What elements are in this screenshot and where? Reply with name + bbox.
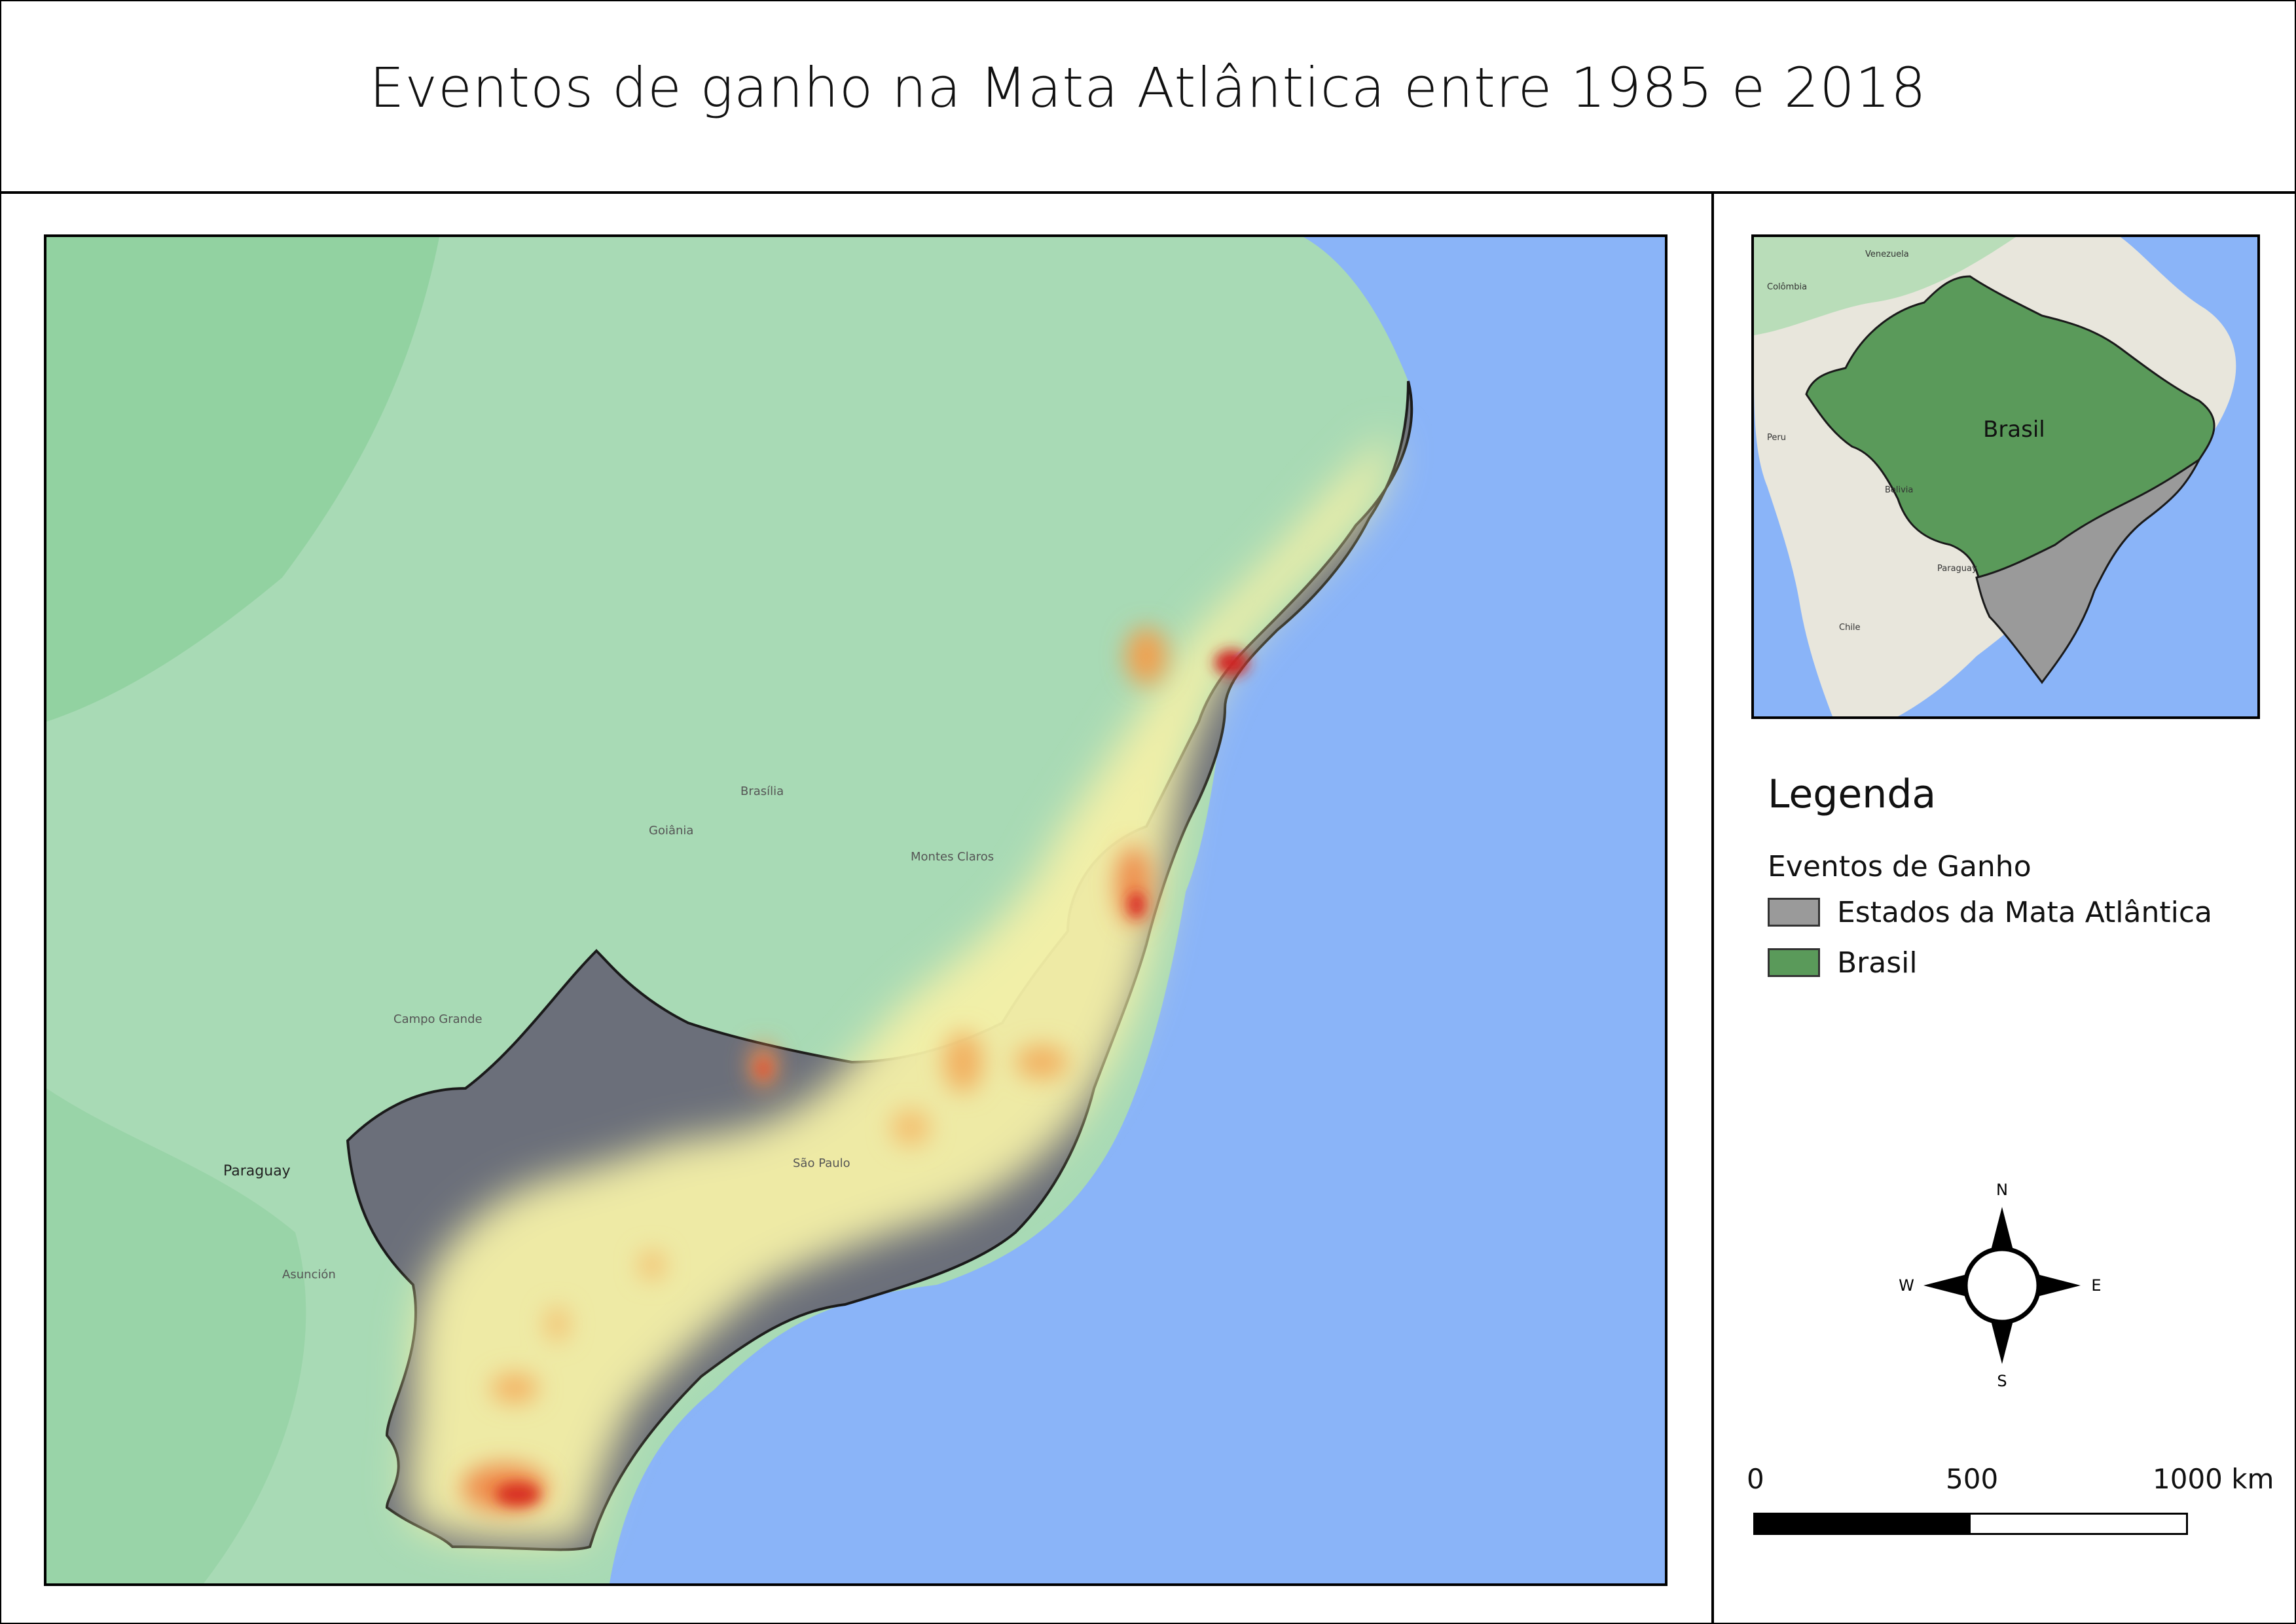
- main-map-canvas: Brasília Goiânia Montes Claros Campo Gra…: [46, 237, 1665, 1583]
- hotspot: [496, 1483, 540, 1506]
- inset-label-venezuela: Venezuela: [1865, 249, 1909, 259]
- heat-hotspots: [496, 650, 1248, 1506]
- legend-item-estados: Estados da Mata Atlântica: [1768, 895, 2212, 929]
- scale-label-500: 500: [1946, 1463, 1999, 1495]
- inset-label-colombia: Colômbia: [1767, 282, 1807, 292]
- inset-label-peru: Peru: [1767, 433, 1786, 443]
- compass-ring: [1963, 1246, 2041, 1325]
- heat-spot: [639, 1251, 665, 1280]
- compass-needle-south: [1990, 1318, 2014, 1364]
- compass-s: S: [1997, 1372, 2007, 1390]
- heat-spot: [1015, 1045, 1068, 1079]
- legend-item-brasil: Brasil: [1768, 946, 1918, 980]
- compass-needle-north: [1990, 1207, 2014, 1253]
- inset-label-bolivia: Bolivia: [1885, 485, 1913, 495]
- legend-subtitle: Eventos de Ganho: [1768, 850, 2032, 883]
- svg-text:Asunción: Asunción: [282, 1268, 336, 1282]
- compass-w: W: [1899, 1276, 1914, 1295]
- inset-label-paraguay: Paraguay: [1937, 564, 1977, 574]
- inset-map-canvas: Brasil Venezuela Colômbia Peru Bolivia P…: [1754, 237, 2257, 716]
- land-darker-southwest: [46, 1088, 306, 1583]
- city-labels: Brasília Goiânia Montes Claros Campo Gra…: [282, 784, 994, 1282]
- scale-bar-black-segment: [1755, 1515, 1971, 1533]
- land-darker-west: [46, 237, 439, 722]
- inset-label-brasil: Brasil: [1983, 416, 2045, 443]
- legend-swatch-brasil: [1768, 948, 1820, 977]
- compass-needle-west: [1923, 1274, 1969, 1297]
- hotspot: [1214, 650, 1248, 676]
- heat-spot: [1125, 627, 1167, 685]
- heat-spot: [545, 1307, 569, 1341]
- compass-e: E: [2091, 1276, 2101, 1295]
- inset-states: [1975, 456, 2202, 684]
- scale-label-1000: 1000 km: [2153, 1463, 2274, 1495]
- hotspot: [757, 1060, 770, 1078]
- compass-needle-east: [2035, 1274, 2081, 1297]
- heat-spot: [943, 1032, 983, 1092]
- svg-text:Montes Claros: Montes Claros: [911, 850, 994, 864]
- legend-label-estados: Estados da Mata Atlântica: [1837, 895, 2212, 929]
- scale-bar: [1753, 1513, 2188, 1535]
- svg-text:Brasília: Brasília: [740, 784, 784, 798]
- svg-text:Goiânia: Goiânia: [649, 824, 693, 838]
- compass-n: N: [1996, 1181, 2008, 1199]
- svg-text:São Paulo: São Paulo: [793, 1156, 850, 1170]
- inset-map[interactable]: Brasil Venezuela Colômbia Peru Bolivia P…: [1751, 234, 2260, 719]
- panel-divider: [1711, 191, 1714, 1624]
- legend-label-brasil: Brasil: [1837, 946, 1918, 980]
- country-label-paraguay: Paraguay: [223, 1163, 291, 1179]
- title-box: Eventos de ganho na Mata Atlântica entre…: [0, 0, 2296, 194]
- svg-text:Campo Grande: Campo Grande: [393, 1012, 483, 1026]
- compass-rose-icon: N S W E: [1899, 1181, 2101, 1390]
- inset-green-north: [1754, 237, 2016, 335]
- legend-title: Legenda: [1768, 771, 1937, 817]
- heat-spot: [891, 1109, 930, 1146]
- north-arrow-compass: N S W E: [1897, 1181, 2107, 1390]
- scale-label-0: 0: [1747, 1463, 1764, 1495]
- heat-spot: [491, 1374, 538, 1403]
- hotspot: [1129, 892, 1144, 918]
- legend-swatch-estados: [1768, 898, 1820, 927]
- inset-label-chile: Chile: [1839, 623, 1861, 633]
- map-title: Eventos de ganho na Mata Atlântica entre…: [369, 56, 1927, 120]
- main-map[interactable]: Brasília Goiânia Montes Claros Campo Gra…: [44, 234, 1667, 1586]
